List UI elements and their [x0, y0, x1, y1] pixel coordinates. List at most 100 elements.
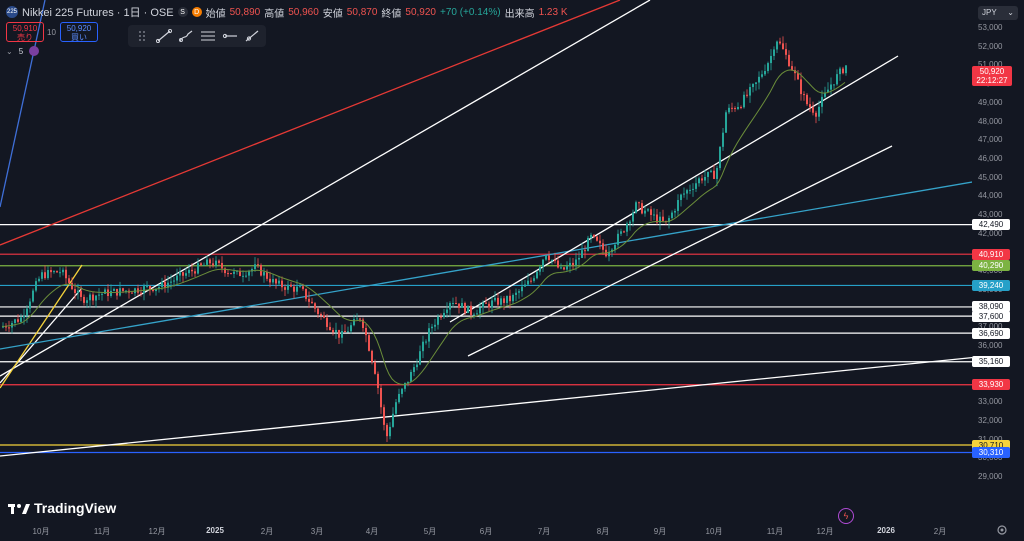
time-tick: 2月 [933, 527, 947, 536]
candle-body [692, 188, 694, 190]
candle-body [497, 297, 499, 305]
candle-body [323, 315, 325, 318]
flash-icon[interactable]: ϟ [838, 508, 854, 524]
horizontal-ray-icon[interactable] [220, 27, 240, 45]
candle-body [518, 291, 520, 293]
price-tick: 46,000 [978, 153, 1003, 163]
candle-body [359, 318, 361, 320]
candle-body [794, 70, 796, 74]
drag-handle-icon[interactable] [132, 27, 152, 45]
low-value: 50,870 [346, 6, 378, 18]
candle-body [248, 271, 250, 276]
candle-body [623, 231, 625, 233]
candle-body [407, 381, 409, 383]
close-label: 終値 [381, 8, 402, 20]
candle-body [779, 41, 781, 44]
candle-body [185, 273, 187, 276]
candle-body [422, 341, 424, 352]
candle-body [725, 112, 727, 133]
candle-body [602, 243, 604, 250]
settings-gear-icon[interactable] [996, 523, 1008, 535]
candle-body [578, 257, 580, 260]
trend-line-blue [0, 0, 46, 208]
candle-body [383, 407, 385, 425]
candle-body [332, 330, 334, 333]
indicator-label[interactable]: 5 [18, 46, 24, 56]
candle-body [443, 312, 445, 318]
candle-body [353, 319, 355, 326]
candle-body [53, 271, 55, 273]
candle-body [350, 325, 352, 332]
candle-body [269, 278, 271, 283]
buy-button[interactable]: 50,920 買い [60, 22, 98, 42]
time-axis[interactable]: 10月 11月 12月 2025 2月 3月 4月 5月 6月 7月 8月 9月 10月 11月 12月 20… [0, 520, 1007, 541]
low-label: 安値 [322, 8, 343, 20]
candle-body [563, 267, 565, 270]
currency-label: JPY [982, 8, 997, 17]
candle-body [26, 308, 28, 316]
sell-button[interactable]: 50,910 売り [6, 22, 44, 42]
collapse-chevron-icon[interactable]: ⌄ [6, 46, 13, 56]
candle-body [2, 326, 4, 328]
candle-body [296, 286, 298, 292]
candle-body [581, 250, 583, 258]
candle-body [635, 202, 637, 213]
candle-body [809, 104, 811, 108]
parallel-channel-icon[interactable] [198, 27, 218, 45]
candle-body [584, 250, 586, 252]
candle-body [287, 284, 289, 290]
indicator-settings-icon[interactable] [29, 46, 40, 56]
chart-area[interactable] [0, 0, 972, 520]
currency-selector[interactable]: JPY ⌄ [978, 6, 1018, 20]
sell-price: 50,910 [12, 24, 38, 33]
candle-body [521, 286, 523, 292]
price-axis[interactable]: 53,00052,00051,00050,00049,00048,00047,0… [972, 0, 1024, 541]
candle-body [173, 280, 175, 282]
candle-body [560, 267, 562, 269]
candle-body [428, 328, 430, 342]
candle-body [449, 303, 451, 310]
candle-body [707, 171, 709, 177]
candle-body [401, 388, 403, 394]
candle-body [512, 294, 514, 302]
candle-body [620, 231, 622, 234]
candle-body [641, 203, 643, 214]
candle-body [440, 316, 442, 318]
candle-body [491, 300, 493, 308]
bar-countdown: 22:12:27 [976, 76, 1008, 85]
candle-body [758, 76, 760, 83]
candle-body [410, 372, 412, 382]
candle-body [326, 317, 328, 327]
brush-icon[interactable] [176, 27, 196, 45]
candle-body [242, 275, 244, 277]
candle-body [182, 272, 184, 276]
candle-body [746, 94, 748, 96]
price-chart[interactable] [0, 0, 972, 520]
price-tick: 53,000 [978, 23, 1003, 32]
ray-icon[interactable] [242, 27, 262, 45]
candle-body [533, 278, 535, 281]
time-tick: 7月 [537, 527, 551, 536]
candle-body [467, 305, 469, 313]
candle-body [788, 54, 790, 67]
last-price-label: 50,920 22:12:27 [972, 66, 1012, 86]
candle-body [17, 319, 19, 322]
candle-body [125, 290, 127, 292]
candle-body [716, 168, 718, 179]
candle-body [227, 273, 229, 275]
time-tick: 5月 [423, 527, 437, 536]
candle-body [845, 65, 847, 74]
time-tick: 11月 [93, 527, 111, 536]
candle-body [608, 252, 610, 257]
candle-body [710, 170, 712, 172]
buy-price: 50,920 [66, 24, 92, 33]
candle-body [146, 285, 148, 287]
candle-body [719, 146, 721, 169]
candle-body [161, 281, 163, 287]
candle-body [140, 292, 142, 294]
candle-body [32, 290, 34, 302]
brand-name: TradingView [34, 500, 117, 516]
symbol-title[interactable]: Nikkei 225 Futures · 1日 · OSE [22, 7, 174, 19]
trend-line-icon[interactable] [154, 27, 174, 45]
tradingview-logo: TradingView [8, 500, 116, 516]
